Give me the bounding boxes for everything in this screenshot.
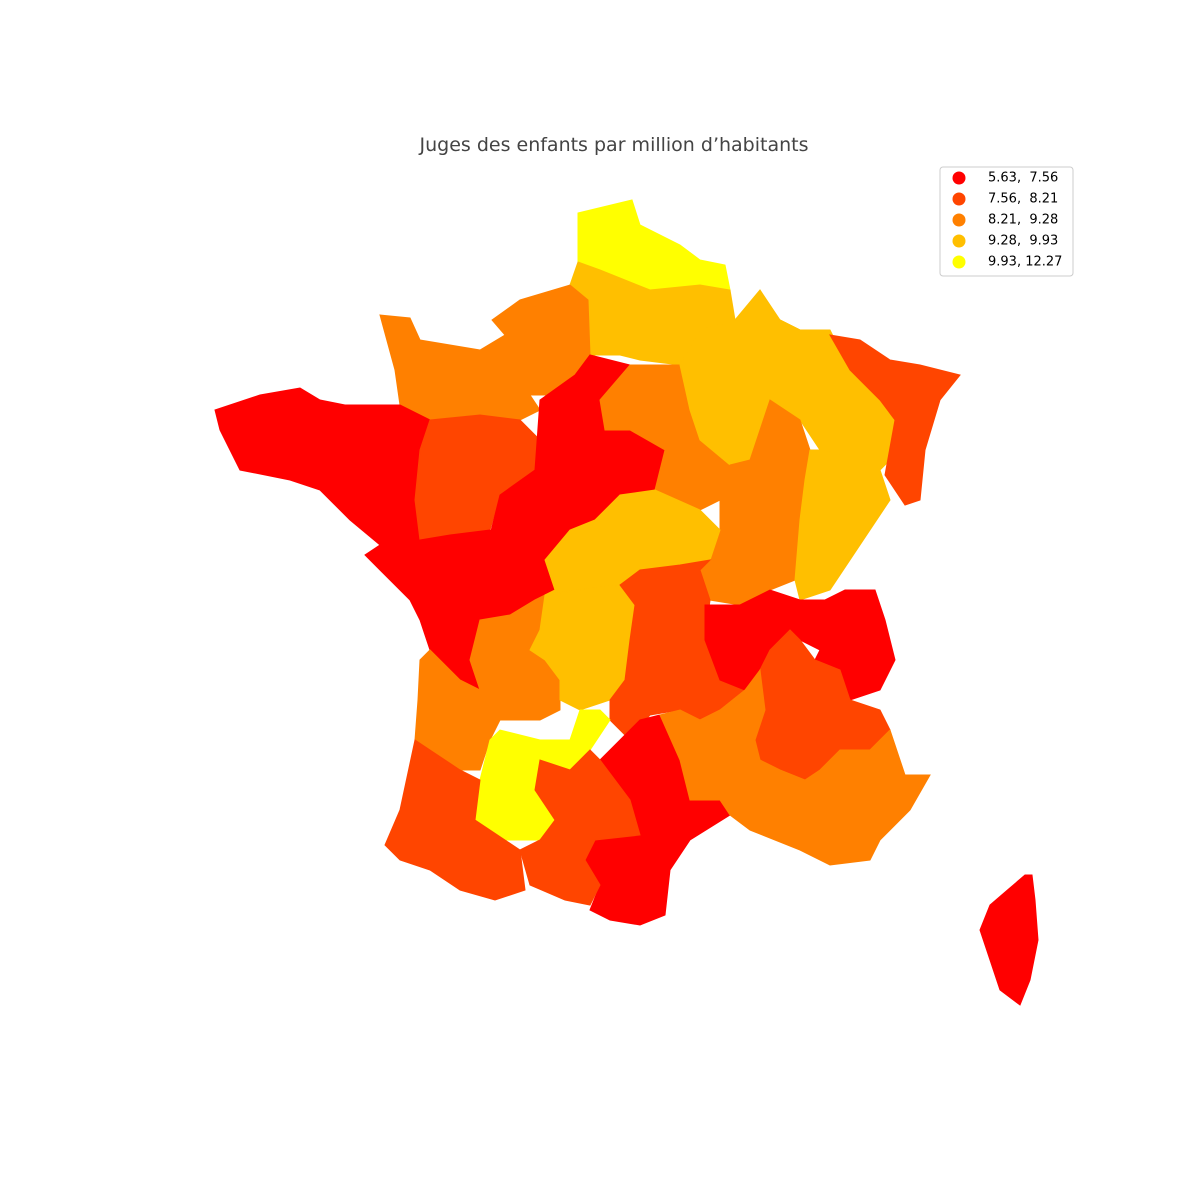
legend-marker (952, 255, 966, 269)
region (384, 739, 526, 901)
region (214, 387, 431, 546)
legend-marker (952, 234, 966, 248)
legend-box (939, 166, 1074, 277)
regions (214, 199, 1039, 1006)
legend-label: 5.63, 7.56 (988, 171, 1058, 186)
region (414, 649, 501, 771)
legend-marker (952, 213, 966, 227)
region (814, 589, 896, 701)
region (979, 874, 1039, 1006)
region (829, 334, 961, 506)
region (519, 749, 641, 906)
region (659, 668, 931, 866)
legend-label: 7.56, 8.21 (988, 192, 1058, 207)
legend-label: 8.21, 9.28 (988, 213, 1058, 228)
legend-label: 9.93, 12.27 (988, 255, 1062, 270)
legend: 5.63, 7.56 7.56, 8.21 8.21, 9.28 9.28, 9.93… (952, 171, 1062, 270)
legend-label: 9.28, 9.93 (988, 234, 1058, 249)
region (414, 414, 541, 541)
map-title: Juges des enfants par million d’habitant… (418, 134, 808, 156)
legend-marker (952, 171, 966, 185)
region (794, 449, 891, 601)
legend-marker (952, 192, 966, 206)
